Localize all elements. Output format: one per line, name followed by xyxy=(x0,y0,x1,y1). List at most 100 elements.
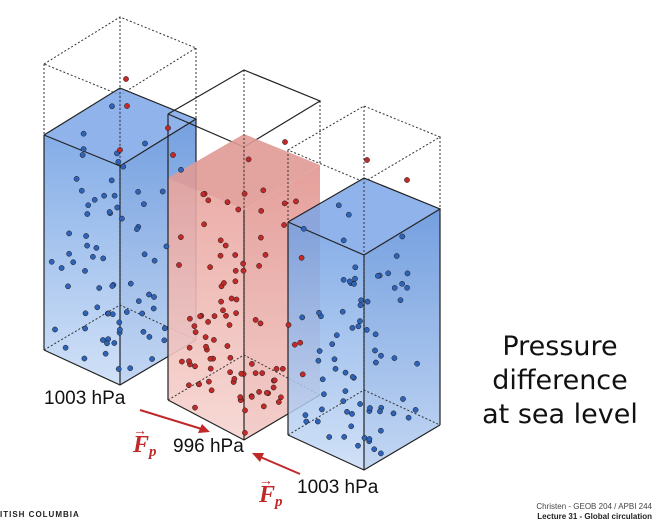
force-subscript: p xyxy=(275,494,283,510)
molecule-dot xyxy=(372,347,378,354)
molecule-dot xyxy=(352,275,358,282)
molecule-dot xyxy=(366,436,373,442)
molecule-dot xyxy=(84,211,91,217)
molecule-dot xyxy=(222,242,229,249)
molecule-dot xyxy=(340,276,347,283)
vector-arrow-icon: → xyxy=(133,424,147,439)
molecule-dot xyxy=(260,187,267,194)
vector-arrow-icon: → xyxy=(259,474,273,489)
course-footer: Christen - GEOB 204 / APBI 244 Lecture 3… xyxy=(536,502,652,522)
molecule-dot xyxy=(96,285,103,291)
molecule-dot xyxy=(62,344,69,351)
molecule-dot xyxy=(346,278,353,285)
molecule-dot xyxy=(70,259,77,266)
molecule-dot xyxy=(240,267,247,274)
molecule-dot xyxy=(237,394,244,400)
molecule-dot xyxy=(205,197,212,204)
molecule-dot xyxy=(119,215,125,222)
molecule-dot xyxy=(321,391,327,398)
molecule-dot xyxy=(228,295,235,302)
molecule-dot xyxy=(352,264,359,271)
molecule-dot xyxy=(178,166,184,173)
molecule-dot xyxy=(226,322,233,328)
molecule-dot xyxy=(151,294,157,300)
center-pressure-text: 996 hPa xyxy=(173,436,244,457)
molecule-dot xyxy=(319,406,325,413)
molecule-dot xyxy=(65,283,71,290)
molecule-dot xyxy=(233,310,239,316)
molecule-dot xyxy=(192,363,198,370)
molecule-dot xyxy=(385,270,392,277)
molecule-dot xyxy=(341,434,348,440)
molecule-dot xyxy=(256,263,262,269)
molecule-dot xyxy=(297,339,304,346)
molecule-dot xyxy=(159,188,166,195)
molecule-dot xyxy=(161,337,168,344)
molecule-dot xyxy=(245,156,252,163)
molecule-dot xyxy=(316,348,323,354)
molecule-dot xyxy=(207,355,214,362)
molecule-dot xyxy=(262,252,269,258)
right-pressure-text: 1003 hPa xyxy=(297,477,379,498)
molecule-dot xyxy=(192,404,198,411)
molecule-dot xyxy=(211,337,217,343)
molecule-dot xyxy=(391,285,398,291)
molecule-dot xyxy=(217,252,224,259)
molecule-dot xyxy=(90,253,96,260)
molecule-dot xyxy=(278,394,284,401)
molecule-dot xyxy=(81,355,88,362)
molecule-dot xyxy=(224,199,231,206)
molecule-dot xyxy=(238,370,245,377)
molecule-dot xyxy=(335,202,342,209)
molecule-dot xyxy=(141,251,148,258)
molecule-dot xyxy=(390,410,397,417)
molecule-dot xyxy=(259,370,266,376)
molecule-dot xyxy=(186,344,193,351)
molecule-dot xyxy=(357,401,363,407)
molecule-dot xyxy=(361,435,368,441)
left-column-top-face xyxy=(44,88,196,166)
molecule-dot xyxy=(218,298,224,305)
molecule-dot xyxy=(258,234,264,241)
left-column-front-face xyxy=(44,135,120,385)
lecture-title: Lecture 31 - Global circulation xyxy=(537,512,652,521)
molecule-dot xyxy=(100,337,106,343)
molecule-dot xyxy=(161,325,168,332)
molecule-dot xyxy=(109,103,115,110)
molecule-dot xyxy=(141,201,147,207)
molecule-dot xyxy=(315,357,322,364)
molecule-dot xyxy=(342,369,349,376)
molecule-dot xyxy=(400,396,406,402)
molecule-dot xyxy=(203,343,209,350)
pressure-difference-caption: Pressure difference at sea level xyxy=(470,330,650,432)
molecule-dot xyxy=(227,369,233,376)
molecule-dot xyxy=(124,103,130,109)
molecule-dot xyxy=(256,389,262,395)
molecule-dot xyxy=(109,283,116,289)
molecule-dot xyxy=(252,317,259,323)
molecule-dot xyxy=(273,365,280,372)
molecule-dot xyxy=(275,399,282,405)
molecule-dot xyxy=(260,403,267,410)
force-symbol: F xyxy=(133,432,150,458)
molecule-dot xyxy=(170,152,176,158)
molecule-dot xyxy=(333,332,340,339)
molecule-dot xyxy=(221,280,227,286)
air-molecules xyxy=(48,76,420,457)
molecule-dot xyxy=(201,221,207,228)
molecule-dot xyxy=(117,147,123,153)
molecule-dot xyxy=(371,446,378,453)
molecule-dot xyxy=(82,325,88,332)
molecule-dot xyxy=(115,159,122,165)
molecule-dot xyxy=(114,204,121,211)
molecule-dot xyxy=(378,427,384,434)
molecule-dot xyxy=(207,365,214,372)
left-pressure-label: 1003 hPa xyxy=(44,388,125,410)
molecule-dot xyxy=(91,196,98,203)
right-column-top-face xyxy=(288,178,440,255)
molecule-dot xyxy=(94,304,101,311)
course-name: Christen - GEOB 204 / APBI 244 xyxy=(536,502,652,511)
molecule-dot xyxy=(285,322,292,328)
molecule-dot xyxy=(344,408,350,415)
molecule-dot xyxy=(52,326,58,333)
